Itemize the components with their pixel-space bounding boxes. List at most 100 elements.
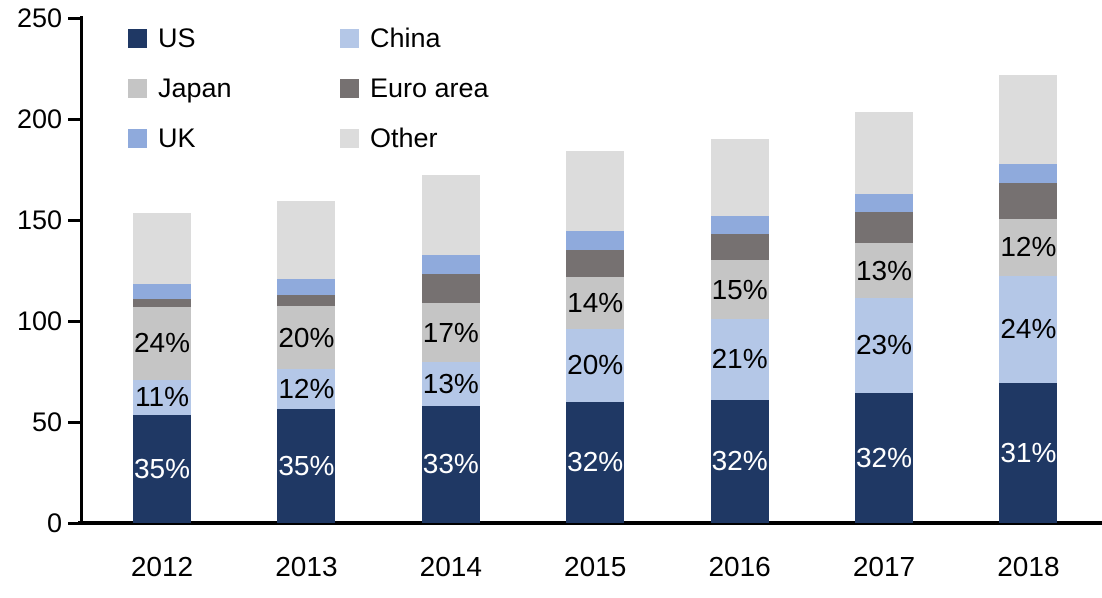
segment-label-japan-2015: 14% [567,286,624,318]
bar-segment-other-2012 [133,212,191,284]
bar-segment-euro-area-2017 [855,211,913,244]
segment-label-china-2015: 20% [567,349,624,381]
bar-segment-us-2013 [277,408,336,523]
y-axis-tick [68,521,80,525]
y-axis-line [80,16,83,525]
legend-swatch-icon [128,78,147,98]
segment-label-china-2013: 12% [278,373,335,405]
legend-item-uk: UK [128,122,340,153]
x-axis-label-2015: 2015 [564,551,627,582]
y-axis-tick [68,218,80,222]
legend-item-japan: Japan [128,72,340,103]
x-axis-label-2017: 2017 [852,551,916,582]
bar-segment-japan-2015 [566,276,625,330]
bar-segment-euro-area-2013 [277,294,336,306]
bar-segment-uk-2013 [277,278,336,295]
bar-segment-japan-2014 [421,302,480,363]
bar-segment-china-2013 [277,369,336,409]
bar-segment-uk-2015 [566,231,625,251]
y-axis-tick [68,319,80,323]
legend-item-us: US [128,22,340,53]
bar-segment-china-2012 [133,379,191,415]
legend-swatch-icon [340,78,359,98]
segment-label-japan-2018: 12% [1000,231,1057,263]
bar-segment-us-2018 [999,382,1058,523]
x-axis-label-2018: 2018 [997,551,1060,582]
y-axis-tick-label: 150 [16,205,62,235]
y-axis-tick-label: 0 [46,508,62,538]
segment-label-china-2016: 21% [711,343,768,375]
x-axis-label-2016: 2016 [708,551,771,582]
bar-segment-other-2016 [710,139,769,216]
bar-segment-other-2018 [999,74,1058,165]
bar-segment-euro-area-2015 [566,250,625,277]
bar-segment-uk-2014 [421,255,480,274]
legend-swatch-icon [128,28,147,48]
legend-label: Euro area [370,72,489,103]
bar-segment-euro-area-2014 [421,273,480,303]
legend-label: US [158,22,196,53]
segment-label-japan-2013: 20% [278,321,335,353]
bar-segment-euro-area-2016 [710,234,769,261]
legend-label: UK [158,122,196,153]
bar-segment-china-2016 [710,318,769,400]
segment-label-us-2016: 32% [711,445,768,477]
legend-item-euro-area: Euro area [340,72,489,103]
bar-segment-us-2017 [855,392,913,523]
bar-segment-china-2015 [566,329,625,402]
segment-label-japan-2012: 24% [133,327,191,359]
segment-label-japan-2014: 17% [422,316,479,348]
segment-label-us-2014: 33% [422,448,479,480]
segment-label-us-2018: 31% [1000,436,1057,468]
y-axis-tick-label: 100 [16,306,62,336]
legend-swatch-icon [340,28,359,48]
bar-segment-us-2012 [133,414,191,523]
bar-segment-japan-2012 [133,306,191,380]
bar-segment-other-2014 [421,174,480,256]
bar-segment-other-2013 [277,200,336,279]
legend-label: Japan [158,72,232,103]
bar-segment-uk-2016 [710,215,769,235]
segment-label-japan-2017: 13% [855,254,913,286]
bar-segment-euro-area-2018 [999,182,1058,219]
y-axis-tick-label: 50 [31,407,62,437]
legend-label: China [370,22,441,53]
legend-item-other: Other [340,122,489,153]
x-axis-label-2013: 2013 [275,551,338,582]
segment-label-us-2015: 32% [567,446,624,478]
y-axis-tick [68,117,80,121]
bar-segment-uk-2017 [855,193,913,212]
bar-segment-japan-2018 [999,218,1058,276]
y-axis-tick [68,16,80,20]
bar-segment-china-2017 [855,297,913,393]
segment-label-us-2012: 35% [133,452,191,484]
legend-swatch-icon [128,128,147,148]
segment-label-japan-2016: 15% [711,273,768,305]
bar-segment-japan-2013 [277,305,336,370]
bar-segment-euro-area-2012 [133,298,191,307]
bar-segment-uk-2012 [133,283,191,299]
bar-segment-other-2015 [566,151,625,232]
segment-label-china-2012: 11% [135,381,189,413]
bar-segment-japan-2016 [710,260,769,319]
y-axis-tick [68,420,80,424]
x-axis-label-2012: 2012 [130,551,194,582]
legend-label: Other [370,122,438,153]
x-axis-label-2014: 2014 [419,551,482,582]
segment-label-us-2013: 35% [278,449,335,481]
segment-label-china-2017: 23% [855,329,913,361]
bar-segment-uk-2018 [999,164,1058,183]
bar-segment-china-2018 [999,275,1058,383]
bar-segment-us-2015 [566,401,625,523]
segment-label-china-2018: 24% [1000,313,1057,345]
bar-segment-us-2014 [421,405,480,523]
legend-item-china: China [340,22,489,53]
segment-label-us-2017: 32% [855,441,913,473]
legend-swatch-icon [340,128,359,148]
x-axis-line [78,521,1102,525]
bar-segment-japan-2017 [855,243,913,298]
segment-label-china-2014: 13% [422,368,479,400]
bar-segment-us-2016 [710,399,769,523]
y-axis-tick-label: 200 [16,104,62,134]
